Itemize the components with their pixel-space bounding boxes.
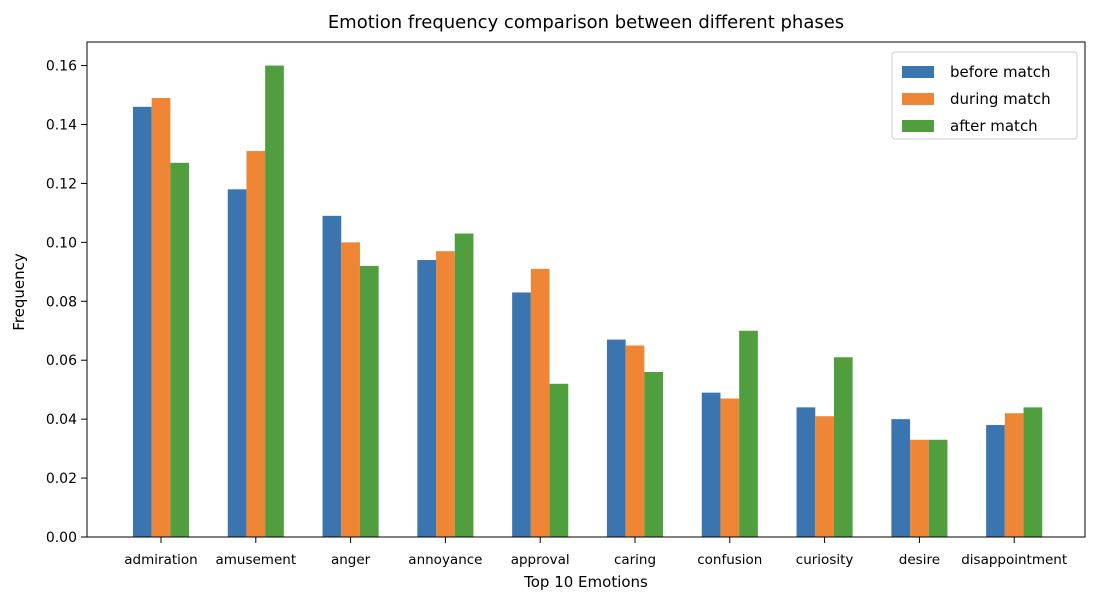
bar-anger-after-match — [359, 265, 379, 537]
legend-swatch-before-match — [902, 66, 934, 78]
bar-confusion-before-match — [701, 392, 721, 538]
bar-desire-after-match — [928, 439, 948, 537]
y-tick-label: 0.12 — [46, 176, 77, 192]
bar-disappointment-after-match — [1023, 407, 1043, 537]
x-tick-label-amusement: amusement — [215, 552, 296, 568]
x-axis-label: Top 10 Emotions — [523, 573, 648, 591]
bar-amusement-before-match — [227, 189, 247, 537]
bar-annoyance-before-match — [417, 260, 437, 537]
legend-label-after-match: after match — [950, 117, 1038, 135]
bar-amusement-after-match — [265, 65, 284, 537]
bar-desire-before-match — [891, 419, 911, 537]
series-after-match — [170, 65, 1043, 538]
bar-anger-before-match — [322, 215, 342, 537]
y-tick-label: 0.02 — [46, 471, 77, 487]
y-tick-label: 0.16 — [46, 59, 77, 75]
bar-admiration-before-match — [132, 106, 152, 537]
x-tick-label-desire: desire — [899, 552, 940, 568]
x-tick-label-disappointment: disappointment — [961, 552, 1067, 568]
bar-admiration-after-match — [170, 162, 190, 538]
series-during-match — [151, 97, 1024, 538]
bar-approval-before-match — [512, 292, 531, 537]
legend-box — [891, 51, 1078, 140]
bar-annoyance-after-match — [454, 233, 474, 537]
chart-title: Emotion frequency comparison between dif… — [328, 12, 844, 33]
bar-admiration-during-match — [151, 97, 171, 537]
bar-confusion-during-match — [720, 398, 740, 537]
legend-swatch-during-match — [902, 93, 934, 105]
x-tick-label-approval: approval — [511, 552, 570, 568]
y-tick-label: 0.06 — [46, 353, 77, 369]
y-tick-label: 0.00 — [46, 530, 77, 546]
y-tick-label: 0.08 — [46, 294, 77, 310]
legend-label-before-match: before match — [950, 63, 1050, 81]
x-tick-label-admiration: admiration — [124, 552, 197, 568]
legend-label-during-match: during match — [950, 90, 1051, 108]
y-tick-label: 0.04 — [46, 412, 77, 428]
bar-desire-during-match — [910, 439, 929, 537]
bar-curiosity-during-match — [815, 416, 834, 537]
bar-curiosity-before-match — [796, 407, 816, 537]
axes-layer: 0.00 0.02 0.04 0.06 0.08 0.10 0.12 0.14 0.16 admi… — [46, 41, 1086, 568]
bar-caring-before-match — [606, 339, 626, 537]
bar-disappointment-during-match — [1004, 413, 1024, 537]
x-tick-label-curiosity: curiosity — [796, 552, 854, 568]
bar-caring-after-match — [644, 372, 664, 537]
y-tick-label: 0.10 — [46, 235, 77, 251]
series-before-match — [132, 106, 1005, 538]
bar-confusion-after-match — [739, 330, 758, 537]
bar-annoyance-during-match — [436, 251, 455, 537]
x-tick-label-annoyance: annoyance — [408, 552, 482, 568]
bar-amusement-during-match — [246, 151, 266, 537]
legend: before match during match after match — [891, 51, 1078, 140]
y-axis-label: Frequency — [10, 253, 28, 331]
legend-swatch-after-match — [902, 120, 934, 132]
bar-caring-during-match — [625, 345, 645, 537]
y-tick-label: 0.14 — [46, 118, 77, 134]
bar-curiosity-after-match — [833, 357, 853, 537]
x-tick-label-anger: anger — [331, 552, 371, 568]
bar-approval-during-match — [530, 268, 550, 538]
x-tick-label-caring: caring — [614, 552, 656, 568]
bar-approval-after-match — [549, 383, 569, 537]
bar-anger-during-match — [341, 242, 360, 538]
plot-frame — [86, 41, 1086, 538]
bar-disappointment-before-match — [986, 425, 1005, 537]
bars-layer — [132, 65, 1043, 538]
x-tick-label-confusion: confusion — [697, 552, 762, 568]
